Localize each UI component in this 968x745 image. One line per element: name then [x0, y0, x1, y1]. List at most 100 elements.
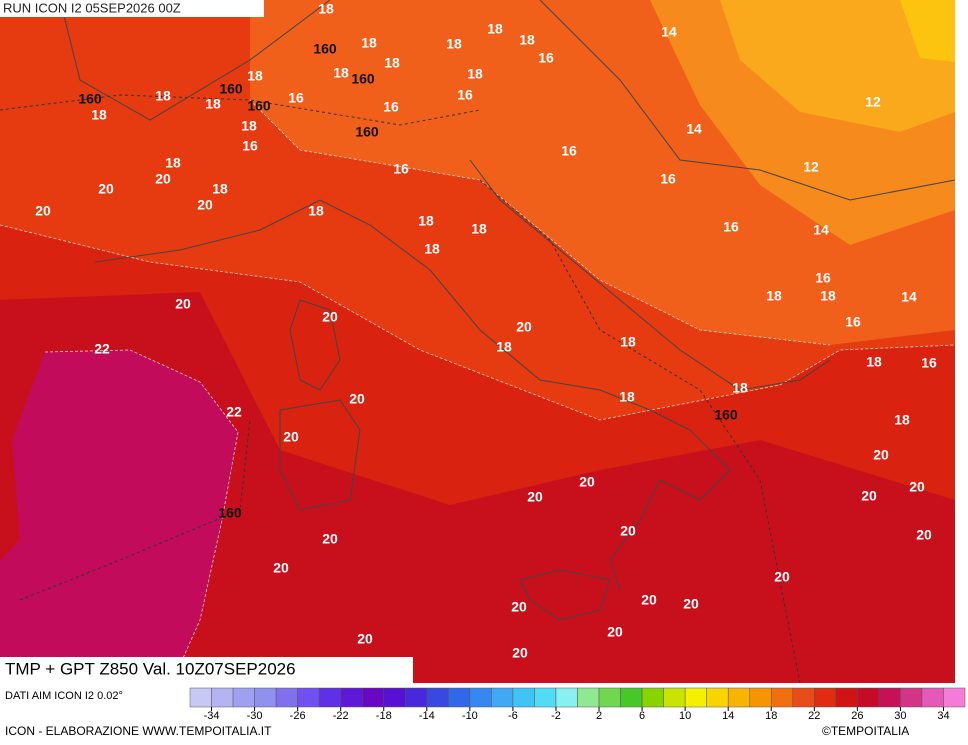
border — [539, 0, 956, 201]
colorbar-tick-label: 26 — [851, 710, 863, 722]
colorbar-swatch — [598, 687, 621, 708]
temp-zone — [900, 0, 955, 62]
colorbar-tick-label: -18 — [376, 710, 392, 722]
contour-label: 18 — [766, 288, 782, 304]
colorbar-swatch — [383, 687, 406, 708]
colorbar-tick-label: -6 — [508, 710, 518, 722]
contour-label: 18 — [241, 118, 257, 134]
contour-label: 16 — [457, 87, 473, 103]
coastline — [94, 199, 731, 591]
colorbar-swatch — [318, 687, 341, 708]
contour-label: 16 — [921, 355, 937, 371]
colorbar-swatch — [706, 687, 729, 708]
contour-label: 14 — [661, 24, 677, 40]
colorbar-swatch — [814, 687, 837, 708]
border — [59, 0, 331, 121]
colorbar-swatch — [534, 687, 557, 708]
contour-label: 160 — [219, 81, 243, 97]
colorbar-swatch — [254, 687, 277, 708]
contour-label: 22 — [94, 341, 110, 357]
contour-label: 20 — [511, 599, 527, 615]
colorbar-swatch — [727, 687, 750, 708]
contour-label: 18 — [732, 380, 748, 396]
colorbar-swatch — [555, 687, 578, 708]
run-box — [0, 0, 264, 17]
contour-label: 20 — [516, 319, 532, 335]
colorbar-tick-label: -22 — [333, 710, 349, 722]
contour-label: 18 — [308, 203, 324, 219]
contour-label: 18 — [424, 241, 440, 257]
contour-label: 12 — [803, 159, 819, 175]
run-label: RUN ICON I2 05SEP2026 00Z — [3, 0, 181, 15]
colorbar-tick-label: 30 — [894, 710, 906, 722]
contour-label: 22 — [226, 404, 242, 420]
contour-label: 160 — [78, 91, 102, 107]
isotherm — [0, 224, 956, 421]
contour-label: 16 — [538, 50, 554, 66]
title-box — [0, 657, 413, 683]
colorbar-tick-label: -14 — [419, 710, 435, 722]
colorbar-swatch — [491, 687, 514, 708]
contour-label: 18 — [318, 1, 334, 17]
credit-label: ICON - ELABORAZIONE WWW.TEMPOITALIA.IT — [5, 724, 272, 738]
coastline — [279, 399, 361, 511]
contour-label: 14 — [686, 121, 702, 137]
contour-label: 20 — [98, 181, 114, 197]
contour-label: 20 — [909, 479, 925, 495]
contour-label: 18 — [496, 339, 512, 355]
contour-label: 18 — [418, 213, 434, 229]
contour-label: 20 — [322, 309, 338, 325]
colorbar-swatch — [275, 687, 298, 708]
contour-label: 18 — [165, 155, 181, 171]
colorbar-swatch — [405, 687, 428, 708]
contour-label: 18 — [471, 221, 487, 237]
contour-label: 160 — [355, 124, 379, 140]
contour-label: 18 — [205, 96, 221, 112]
contour-label: 20 — [683, 596, 699, 612]
contour-label: 20 — [357, 631, 373, 647]
contour-label: 18 — [894, 412, 910, 428]
isotherm — [44, 349, 239, 684]
colorbar-swatch — [641, 687, 664, 708]
colorbar-swatch — [211, 687, 234, 708]
temp-zone — [0, 292, 955, 683]
contour-label: 16 — [561, 143, 577, 159]
contour-label: 16 — [383, 99, 399, 115]
contour-label: 16 — [288, 90, 304, 106]
contour-label: 18 — [519, 32, 535, 48]
colorbar-swatch — [792, 687, 815, 708]
contour-label: 20 — [774, 569, 790, 585]
colorbar-swatch — [297, 687, 320, 708]
coastline — [519, 569, 611, 621]
colorbar-swatch — [943, 687, 966, 708]
colorbar-tick-label: 22 — [808, 710, 820, 722]
colorbar-tick-label: 34 — [937, 710, 949, 722]
contour-label: 18 — [620, 334, 636, 350]
coastline — [289, 299, 341, 391]
contour-label: 20 — [620, 523, 636, 539]
colorbar-swatch — [749, 687, 772, 708]
contour-label: 20 — [273, 560, 289, 576]
contour-label: 20 — [579, 474, 595, 490]
geopotential-line — [479, 179, 801, 684]
contour-label: 18 — [361, 35, 377, 51]
contour-label: 16 — [845, 314, 861, 330]
colorbar-tick-label: 6 — [639, 710, 645, 722]
contour-label: 20 — [155, 171, 171, 187]
isotherm — [249, 99, 831, 346]
colorbar-tick-label: 14 — [722, 710, 734, 722]
geopotential-line — [0, 94, 481, 126]
contour-label: 18 — [333, 65, 349, 81]
colorbar-swatch — [512, 687, 535, 708]
colorbar-swatch — [878, 687, 901, 708]
temp-zone — [0, 350, 238, 683]
colorbar-swatch — [771, 687, 794, 708]
colorbar-tick-label: 10 — [679, 710, 691, 722]
colorbar-swatch — [340, 687, 363, 708]
colorbar-swatch — [620, 687, 643, 708]
contour-label: 20 — [512, 645, 528, 661]
colorbar-swatch — [361, 687, 385, 708]
colorbar-swatch — [469, 687, 492, 708]
